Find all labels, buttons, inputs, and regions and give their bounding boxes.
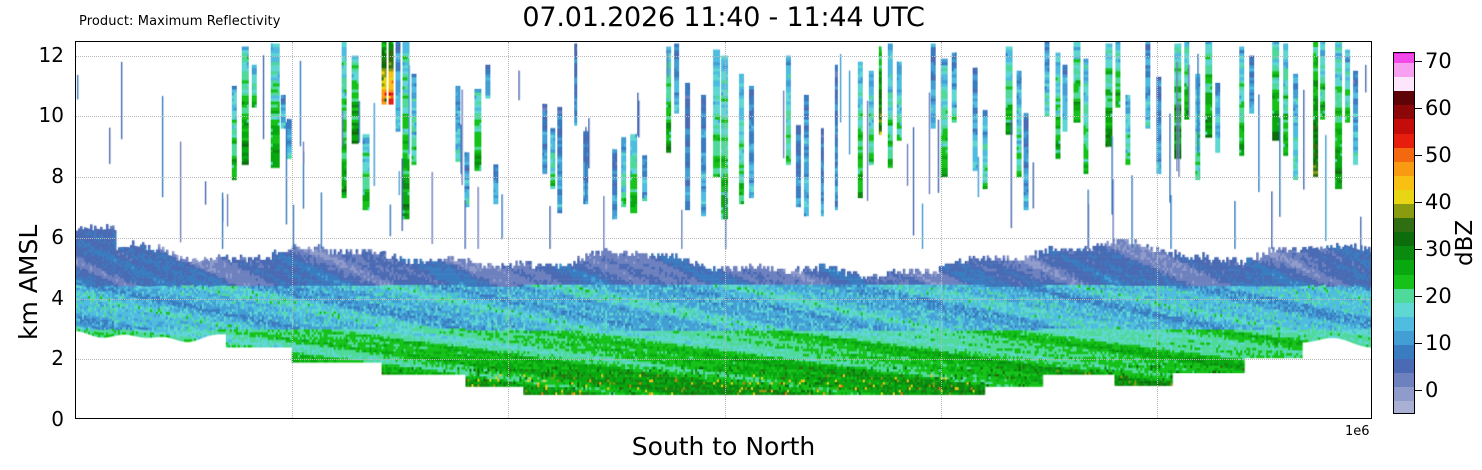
- gridline-horizontal: [76, 237, 1371, 239]
- colorbar-segment: [1394, 189, 1414, 205]
- colorbar-segment: [1394, 231, 1414, 247]
- colorbar-segment: [1394, 118, 1414, 134]
- gridline-horizontal: [76, 55, 1371, 57]
- colorbar-segment: [1394, 372, 1414, 388]
- y-tick-label: 8: [51, 164, 64, 189]
- x-tick-mark: [292, 418, 293, 419]
- y-tick-mark: [75, 238, 76, 239]
- colorbar-tick-label: 0: [1425, 378, 1439, 403]
- colorbar-segment: [1394, 104, 1414, 120]
- y-tick-mark: [75, 299, 76, 300]
- y-tick-label: 12: [38, 42, 64, 67]
- colorbar-tick-mark: [1415, 390, 1422, 392]
- y-tick-mark: [75, 359, 76, 360]
- page-title: 07.01.2026 11:40 - 11:44 UTC: [522, 2, 925, 33]
- gridline-vertical: [292, 42, 293, 418]
- colorbar-segment: [1394, 161, 1414, 176]
- colorbar-segment: [1394, 90, 1414, 106]
- x-tick-mark: [941, 418, 942, 419]
- colorbar-segment: [1394, 330, 1414, 346]
- colorbar-tick-label: 40: [1425, 190, 1452, 215]
- gridline-horizontal: [76, 298, 1371, 300]
- colorbar-segment: [1394, 400, 1414, 413]
- gridline-horizontal: [76, 116, 1371, 118]
- plot-axes: [75, 41, 1372, 419]
- colorbar-segment: [1394, 175, 1414, 190]
- y-axis-label: km AMSL: [14, 224, 43, 340]
- colorbar-tick-label: 50: [1425, 143, 1452, 168]
- y-tick-label: 6: [51, 224, 64, 249]
- colorbar-tick-mark: [1415, 108, 1422, 110]
- colorbar-label: dBZ: [1452, 219, 1478, 266]
- colorbar-segment: [1394, 217, 1414, 233]
- colorbar-tick-mark: [1415, 296, 1422, 298]
- colorbar-segment: [1394, 273, 1414, 289]
- x-tick-mark: [76, 418, 77, 419]
- colorbar-gradient: [1393, 52, 1415, 414]
- product-annotation: Product: Maximum Reflectivity: [79, 14, 281, 29]
- colorbar-tick-label: 10: [1425, 331, 1452, 356]
- colorbar: 0 10 20 30 40 50 60 70: [1393, 49, 1452, 414]
- colorbar-segment: [1394, 316, 1414, 331]
- colorbar-segment: [1394, 344, 1414, 360]
- gridline-horizontal: [76, 177, 1371, 179]
- x-tick-mark: [725, 418, 726, 419]
- y-tick-mark: [75, 56, 76, 57]
- colorbar-tick-mark: [1415, 202, 1422, 204]
- colorbar-segment: [1394, 132, 1414, 148]
- gridline-horizontal: [76, 359, 1371, 361]
- colorbar-tick-label: 70: [1425, 49, 1452, 74]
- colorbar-segment: [1394, 53, 1414, 54]
- gridline-vertical: [725, 42, 726, 418]
- x-tick-mark: [1157, 418, 1158, 419]
- y-tick-label: 4: [51, 285, 64, 310]
- gridline-vertical: [941, 42, 942, 418]
- colorbar-segment: [1394, 358, 1414, 374]
- colorbar-tick-label: 60: [1425, 96, 1452, 121]
- colorbar-segment: [1394, 203, 1414, 219]
- colorbar-segment: [1394, 302, 1414, 317]
- colorbar-segment: [1394, 147, 1414, 162]
- colorbar-segment: [1394, 76, 1414, 92]
- colorbar-tick-label: 30: [1425, 237, 1452, 262]
- y-tick-mark: [75, 116, 76, 117]
- gridline-vertical: [508, 42, 509, 418]
- colorbar-segment: [1394, 386, 1414, 402]
- colorbar-tick-mark: [1415, 61, 1422, 63]
- colorbar-tick-mark: [1415, 249, 1422, 251]
- colorbar-segment: [1394, 288, 1414, 303]
- colorbar-segment: [1394, 62, 1414, 78]
- colorbar-segment: [1394, 259, 1414, 275]
- colorbar-segment: [1394, 53, 1414, 63]
- gridline-vertical: [1157, 42, 1158, 418]
- y-tick-label: 0: [51, 407, 64, 431]
- y-tick-label: 10: [38, 103, 64, 128]
- colorbar-tick-mark: [1415, 155, 1422, 157]
- colorbar-segment: [1394, 245, 1414, 261]
- x-axis-label: South to North: [631, 432, 816, 461]
- x-tick-mark: [508, 418, 509, 419]
- colorbar-tick-mark: [1415, 343, 1422, 345]
- colorbar-tick-label: 20: [1425, 284, 1452, 309]
- y-tick-label: 2: [51, 346, 64, 371]
- x-axis-offset-text: 1e6: [1345, 424, 1370, 439]
- reflectivity-heatmap: [76, 42, 1371, 418]
- y-tick-mark: [75, 177, 76, 178]
